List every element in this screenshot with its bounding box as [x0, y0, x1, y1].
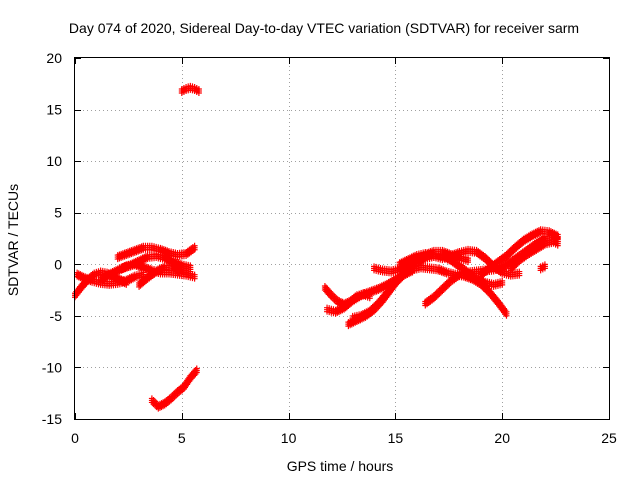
y-tick-label: 20	[46, 50, 62, 66]
y-axis-label: SDTVAR / TECUs	[5, 184, 21, 296]
axis-ticks	[75, 58, 610, 420]
data-point	[191, 246, 198, 253]
series-arc-4	[114, 242, 198, 263]
series-arc-6	[136, 262, 194, 290]
x-tick-label: 10	[281, 430, 297, 446]
data-series	[72, 82, 561, 412]
x-tick-label: 25	[601, 430, 617, 446]
x-tick-label: 20	[494, 430, 510, 446]
data-point	[191, 275, 198, 282]
series-arc-7	[178, 82, 202, 97]
data-point	[503, 312, 510, 319]
y-tick-label: 10	[46, 153, 62, 169]
plot-frame	[74, 57, 610, 420]
grid	[75, 58, 609, 419]
y-tick-labels: -15 -10 -5 0 5 10 15 20	[42, 50, 62, 427]
data-point	[123, 281, 130, 288]
data-point	[554, 242, 561, 249]
series-arc-17	[507, 236, 561, 274]
data-point	[541, 265, 548, 272]
y-tick-label: 15	[46, 102, 62, 118]
y-tick-label: -5	[50, 308, 63, 324]
chart-title: Day 074 of 2020, Sidereal Day-to-day VTE…	[69, 20, 579, 36]
x-tick-labels: 0 5 10 15 20 25	[71, 430, 617, 446]
data-point	[499, 281, 506, 288]
x-tick-label: 15	[388, 430, 404, 446]
data-point	[195, 90, 202, 97]
x-tick-label: 0	[71, 430, 79, 446]
series-arc-16	[477, 226, 561, 280]
data-point	[193, 369, 200, 376]
data-point	[516, 272, 523, 279]
data-point	[187, 272, 194, 279]
y-tick-label: -15	[42, 411, 62, 427]
x-axis-label: GPS time / hours	[287, 458, 394, 474]
y-tick-label: 0	[54, 256, 62, 272]
y-tick-label: 5	[54, 205, 62, 221]
data-point	[465, 259, 472, 266]
y-tick-label: -10	[42, 359, 62, 375]
x-tick-label: 5	[178, 430, 186, 446]
series-arc-8	[148, 365, 200, 412]
series-arc-18	[537, 261, 548, 274]
